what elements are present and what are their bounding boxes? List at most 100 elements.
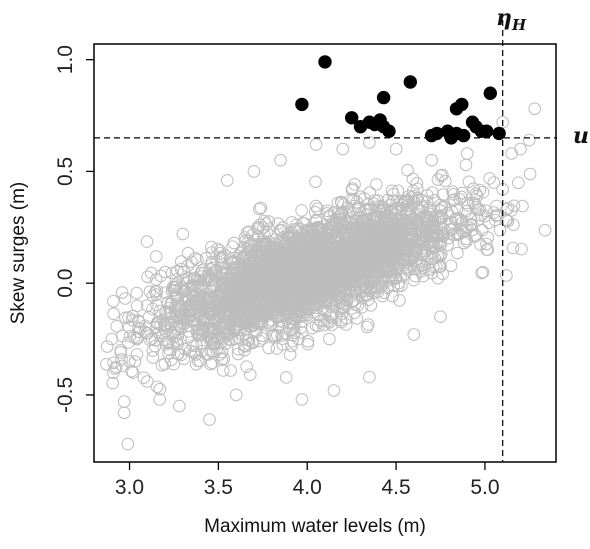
grey-point (349, 283, 362, 296)
grey-point (125, 313, 139, 327)
grey-point (438, 200, 452, 213)
grey-point (285, 339, 298, 353)
grey-point (297, 253, 310, 266)
grey-point (161, 307, 174, 320)
grey-point (255, 237, 268, 251)
grey-point (481, 231, 495, 244)
grey-point (447, 188, 460, 201)
grey-point (150, 284, 164, 298)
grey-point (460, 147, 474, 160)
grey-point (515, 242, 528, 256)
grey-point (390, 194, 404, 208)
grey-point (468, 230, 482, 243)
grey-point (214, 285, 228, 299)
grey-point (350, 275, 364, 288)
grey-point (478, 209, 492, 223)
grey-point (487, 206, 501, 219)
grey-point (261, 316, 275, 329)
grey-point (315, 239, 328, 252)
grey-point (182, 325, 196, 338)
grey-point (126, 366, 140, 379)
grey-point (241, 314, 254, 328)
grey-point (206, 356, 219, 370)
grey-point (247, 165, 261, 178)
grey-point (432, 260, 446, 273)
grey-point (215, 266, 229, 279)
grey-point (250, 302, 263, 316)
grey-point (415, 225, 428, 239)
grey-point (482, 216, 496, 230)
grey-point (362, 266, 375, 280)
exceedance-point (456, 128, 471, 143)
grey-point (384, 256, 398, 269)
grey-point (240, 360, 253, 374)
grey-point (269, 244, 282, 258)
grey-point (291, 298, 305, 311)
grey-point (295, 393, 309, 406)
grey-point (181, 259, 194, 273)
grey-point (355, 255, 369, 268)
grey-point (331, 229, 344, 243)
grey-point (202, 322, 215, 336)
grey-point (342, 257, 355, 271)
grey-point (462, 199, 475, 212)
grey-point (203, 308, 217, 321)
exceedance-point (345, 111, 359, 125)
grey-point (393, 294, 406, 307)
grey-point (310, 222, 324, 235)
grey-point (215, 345, 229, 359)
grey-point (330, 266, 344, 280)
grey-point (374, 243, 388, 256)
grey-point (158, 357, 172, 371)
grey-point (283, 348, 297, 361)
grey-point (224, 364, 237, 377)
grey-point (162, 335, 176, 348)
grey-point (386, 289, 399, 303)
grey-point (434, 211, 448, 224)
y-axis-title: Skew surges (m) (8, 182, 29, 325)
grey-point (238, 270, 251, 284)
grey-point (286, 312, 300, 326)
grey-point (247, 263, 261, 277)
grey-point (221, 174, 234, 187)
grey-point (149, 250, 163, 263)
grey-point (425, 153, 438, 167)
grey-point (389, 142, 403, 156)
grey-point (161, 336, 174, 350)
grey-point (434, 310, 447, 324)
grey-point (449, 212, 463, 225)
grey-point (385, 228, 398, 242)
grey-point (193, 322, 206, 336)
grey-point (274, 153, 287, 167)
grey-point (254, 302, 268, 316)
points-layer (100, 55, 552, 451)
grey-point (189, 348, 203, 361)
grey-point (132, 314, 145, 328)
grey-point (370, 200, 384, 214)
grey-point (146, 351, 160, 364)
grey-point (349, 268, 363, 282)
grey-point (292, 311, 305, 324)
grey-point (122, 336, 135, 349)
grey-point (346, 182, 359, 195)
grey-point (469, 200, 483, 214)
grey-point (425, 210, 438, 224)
grey-point (100, 340, 114, 353)
grey-point (247, 251, 260, 264)
grey-point (396, 213, 410, 226)
grey-point (231, 295, 245, 309)
exceedance-point (376, 90, 391, 105)
grey-point (215, 353, 229, 367)
grey-point (476, 185, 490, 199)
grey-point (430, 260, 443, 273)
grey-point (146, 344, 160, 357)
grey-point (238, 231, 252, 244)
grey-point (110, 320, 123, 333)
grey-point (183, 298, 196, 312)
grey-point (321, 229, 334, 243)
grey-point (363, 370, 376, 384)
grey-point (370, 178, 383, 191)
grey-point (380, 224, 393, 237)
x-axis: 3.0 3.5 4.0 4.5 5.0 (115, 462, 500, 499)
